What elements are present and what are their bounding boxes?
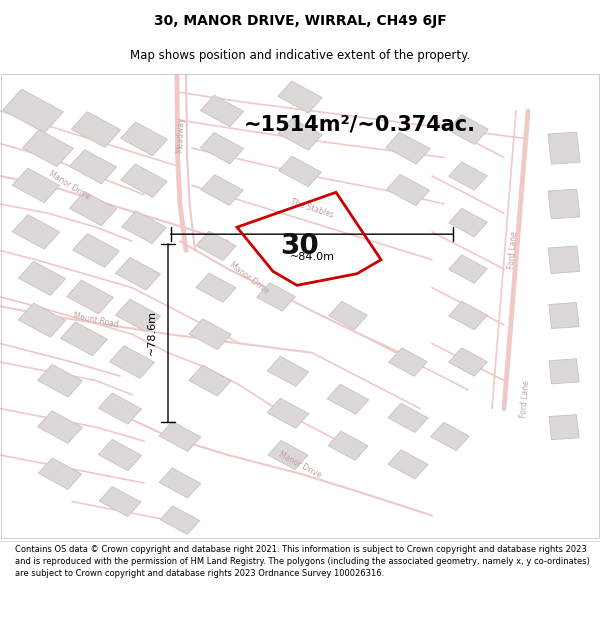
Polygon shape [160,506,200,534]
Text: Map shows position and indicative extent of the property.: Map shows position and indicative extent… [130,49,470,62]
Polygon shape [189,319,231,349]
Polygon shape [38,364,82,397]
Text: The Stables: The Stables [289,198,335,220]
Text: ~1514m²/~0.374ac.: ~1514m²/~0.374ac. [244,115,476,135]
Polygon shape [549,359,579,384]
Polygon shape [38,458,82,489]
Polygon shape [278,118,322,150]
Text: Manor Drive: Manor Drive [227,261,271,296]
Polygon shape [67,280,113,314]
Polygon shape [431,422,469,451]
Polygon shape [12,214,60,249]
Polygon shape [70,191,116,226]
Polygon shape [389,348,427,376]
Polygon shape [159,468,201,498]
Polygon shape [98,393,142,424]
Text: Contains OS data © Crown copyright and database right 2021. This information is : Contains OS data © Crown copyright and d… [15,545,590,578]
Polygon shape [548,132,580,164]
Polygon shape [278,81,322,113]
Polygon shape [449,162,487,190]
Polygon shape [116,258,160,290]
Text: 30, MANOR DRIVE, WIRRAL, CH49 6JF: 30, MANOR DRIVE, WIRRAL, CH49 6JF [154,14,446,28]
Polygon shape [386,174,430,206]
Polygon shape [386,132,430,164]
Polygon shape [449,208,487,237]
Polygon shape [549,302,579,329]
Polygon shape [267,398,309,428]
Polygon shape [116,299,160,332]
Text: 30: 30 [281,232,319,260]
Polygon shape [98,439,142,471]
Polygon shape [70,150,116,184]
Text: Manor Drive: Manor Drive [277,449,323,479]
Polygon shape [159,421,201,451]
Polygon shape [99,487,141,516]
Polygon shape [122,211,166,244]
Polygon shape [548,246,580,274]
Polygon shape [548,189,580,219]
Polygon shape [121,122,167,156]
Polygon shape [327,384,369,414]
Polygon shape [200,132,244,164]
Polygon shape [196,273,236,302]
Polygon shape [267,356,309,386]
Polygon shape [328,431,368,461]
Text: Manor Drive: Manor Drive [47,169,91,202]
Polygon shape [19,303,65,338]
Polygon shape [257,282,295,311]
Polygon shape [196,231,236,261]
Polygon shape [189,365,231,396]
Polygon shape [12,168,60,202]
Text: Meadway: Meadway [175,116,185,152]
Polygon shape [110,346,154,378]
Polygon shape [388,403,428,432]
Polygon shape [449,301,487,330]
Text: Ford Lane: Ford Lane [519,380,531,418]
Polygon shape [200,96,244,127]
Text: ~78.6m: ~78.6m [147,311,157,356]
Polygon shape [201,174,243,206]
Polygon shape [268,441,308,469]
Polygon shape [449,348,487,376]
Polygon shape [549,414,579,439]
Polygon shape [23,129,73,167]
Polygon shape [19,261,65,296]
Text: Ford Lane: Ford Lane [507,231,519,269]
Polygon shape [71,112,121,148]
Polygon shape [61,322,107,356]
Polygon shape [449,255,487,283]
Polygon shape [279,156,321,187]
Polygon shape [73,234,119,268]
Polygon shape [121,164,167,198]
Text: ~84.0m: ~84.0m [290,253,335,262]
Polygon shape [38,411,82,443]
Polygon shape [388,450,428,479]
Text: Mount Road: Mount Road [73,311,119,329]
Polygon shape [2,89,64,132]
Polygon shape [329,301,367,330]
Polygon shape [448,114,488,144]
